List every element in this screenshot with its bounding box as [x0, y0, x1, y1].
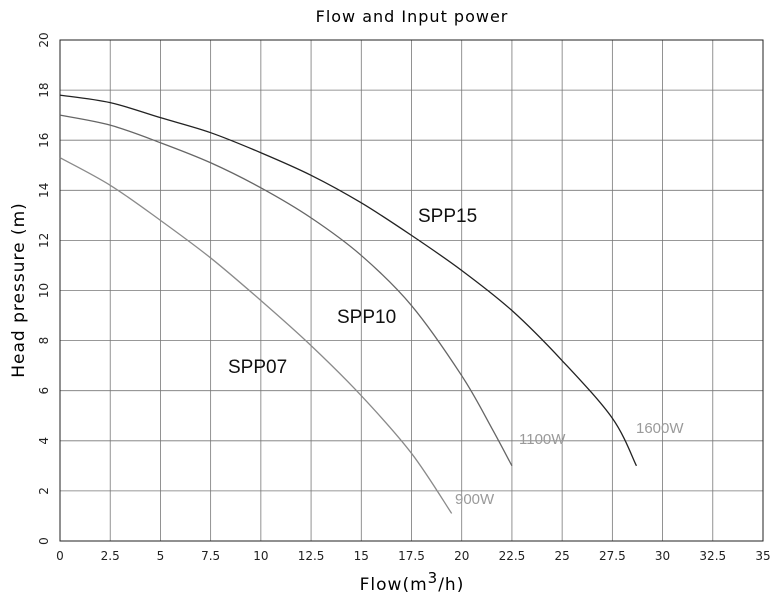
x-tick-label: 22.5 [499, 549, 526, 563]
series-label-spp10: SPP10 [337, 307, 396, 328]
y-tick-label: 4 [37, 437, 51, 445]
series-curves [59, 94, 638, 514]
x-tick-label: 2.5 [101, 549, 120, 563]
x-tick-label: 30 [655, 549, 670, 563]
y-tick-labels: 0 2 4 6 8 10 12 14 16 18 20 [37, 32, 51, 544]
y-tick-label: 8 [37, 337, 51, 345]
series-line-spp10 [59, 114, 513, 467]
power-label-1600w: 1600W [636, 420, 684, 437]
x-tick-label: 25 [555, 549, 570, 563]
x-tick-labels: 0 2.5 5 7.5 10 12.5 15 17.5 20 22.5 25 27.5 30 32.5 35 [56, 549, 770, 563]
y-axis-label: Head pressure (m) [9, 202, 29, 378]
plot-frame [59, 39, 764, 542]
chart-title: Flow and Input power [316, 7, 509, 26]
y-tick-label: 20 [37, 32, 51, 47]
grid [59, 39, 764, 542]
x-tick-label: 12.5 [298, 549, 325, 563]
x-axis-label: Flow(m3/h) [360, 569, 465, 595]
series-line-spp07 [59, 157, 453, 514]
y-tick-label: 6 [37, 387, 51, 395]
x-tick-label: 20 [454, 549, 469, 563]
x-tick-label: 7.5 [201, 549, 220, 563]
y-tick-label: 18 [37, 82, 51, 97]
series-line-spp15 [59, 94, 638, 467]
x-tick-label: 15 [354, 549, 369, 563]
x-tick-label: 10 [253, 549, 268, 563]
x-tick-label: 5 [157, 549, 165, 563]
x-tick-label: 35 [755, 549, 770, 563]
power-label-900w: 900W [455, 491, 495, 508]
y-tick-label: 14 [37, 183, 51, 198]
power-label-1100w: 1100W [519, 431, 566, 448]
y-tick-label: 2 [37, 487, 51, 495]
x-tick-label: 0 [56, 549, 64, 563]
y-tick-label: 10 [37, 283, 51, 298]
series-label-spp15: SPP15 [418, 206, 477, 227]
y-tick-label: 12 [37, 233, 51, 248]
y-tick-label: 16 [37, 133, 51, 148]
x-tick-label: 17.5 [398, 549, 425, 563]
series-label-spp07: SPP07 [228, 357, 287, 378]
y-tick-label: 0 [37, 537, 51, 545]
x-tick-label: 32.5 [699, 549, 726, 563]
x-tick-label: 27.5 [599, 549, 626, 563]
